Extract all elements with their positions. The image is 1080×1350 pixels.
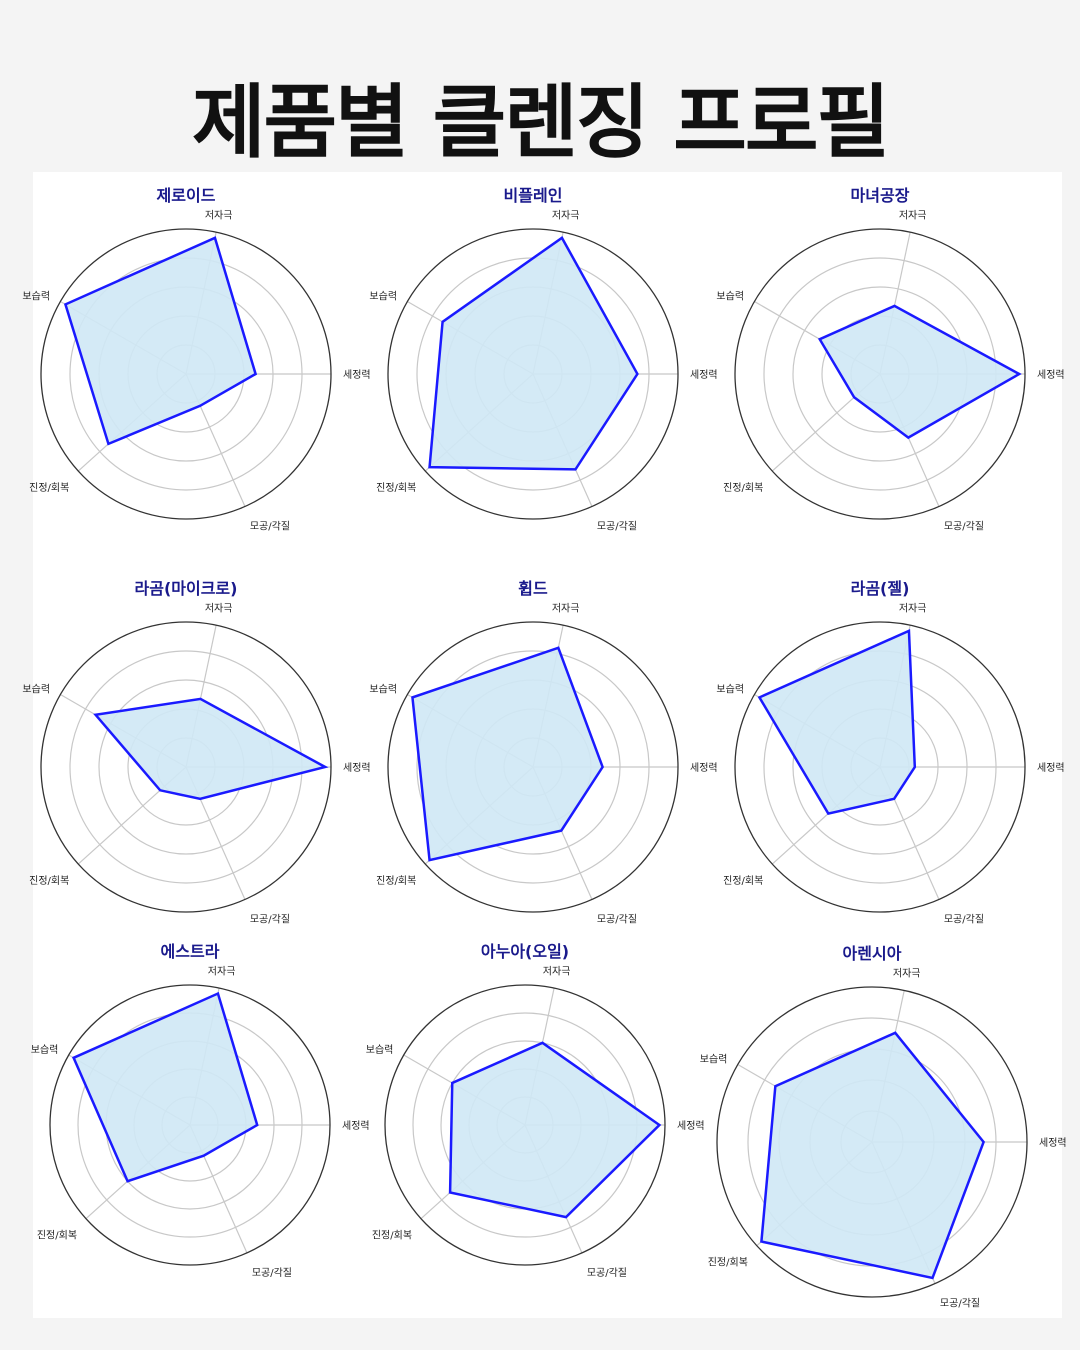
chart-title: 에스트라 (161, 942, 220, 961)
chart-title: 아렌시아 (843, 944, 902, 963)
series-polygon (63, 236, 258, 446)
outer-circle (734, 228, 1026, 520)
axis-label: 보습력 (31, 1044, 59, 1056)
axis-label: 진정/회복 (37, 1230, 77, 1242)
axis-label: 진정/회복 (708, 1257, 748, 1269)
axis-label: 모공/각질 (944, 913, 984, 925)
page-title: 제품별 클렌징 프로필 (191, 76, 890, 169)
series-polygon (428, 236, 639, 471)
axis-label: 세정력 (342, 1120, 370, 1132)
outer-circle (384, 984, 666, 1266)
outer-circle (40, 228, 332, 520)
axis-label: 모공/각질 (940, 1298, 980, 1310)
series-polygon (411, 646, 604, 862)
series-polygon (71, 991, 259, 1183)
axis-label: 보습력 (22, 684, 50, 696)
axis-label: 세정력 (1037, 762, 1065, 774)
axis-label: 진정/회복 (723, 875, 763, 887)
axis-label: 저자극 (205, 602, 233, 614)
axis-label: 보습력 (700, 1054, 728, 1066)
axis-label: 진정/회복 (372, 1230, 412, 1242)
axis-label: 세정력 (1039, 1137, 1067, 1149)
axis-label: 저자극 (552, 602, 580, 614)
axis-label: 세정력 (343, 369, 371, 381)
series-polygon (760, 1031, 986, 1280)
axis-label: 보습력 (369, 291, 397, 303)
outer-circle (734, 621, 1026, 913)
axis-label: 세정력 (690, 369, 718, 381)
axis-label: 모공/각질 (250, 520, 290, 532)
chart-title: 제로이드 (157, 186, 216, 205)
axis-label: 진정/회복 (376, 482, 416, 494)
axis-label: 모공/각질 (597, 913, 637, 925)
chart-title: 라곰(마이크로) (135, 579, 238, 598)
axis-label: 진정/회복 (723, 482, 763, 494)
axis-label: 진정/회복 (376, 875, 416, 887)
chart-title: 라곰(젤) (851, 579, 910, 598)
axis-label: 모공/각질 (944, 520, 984, 532)
chart-title: 비플레인 (504, 186, 563, 205)
axis-label: 세정력 (1037, 369, 1065, 381)
axis-label: 저자극 (899, 209, 927, 221)
axis-label: 보습력 (22, 291, 50, 303)
series-polygon (93, 697, 329, 801)
series-polygon (448, 1041, 662, 1219)
axis-label: 세정력 (677, 1120, 705, 1132)
outer-circle (387, 621, 679, 913)
axis-label: 저자극 (893, 968, 921, 980)
series-polygon (817, 304, 1022, 440)
chart-title: 마녀공장 (851, 186, 910, 205)
axis-label: 보습력 (366, 1044, 394, 1056)
axis-label: 저자극 (543, 965, 571, 977)
outer-circle (716, 986, 1028, 1298)
axis-label: 모공/각질 (597, 520, 637, 532)
axis-label: 저자극 (205, 209, 233, 221)
axis-label: 세정력 (343, 762, 371, 774)
axis-label: 모공/각질 (252, 1267, 292, 1279)
axis-label: 모공/각질 (250, 913, 290, 925)
axis-label: 진정/회복 (29, 482, 69, 494)
outer-circle (387, 228, 679, 520)
axis-label: 저자극 (208, 965, 236, 977)
axis-label: 저자극 (899, 602, 927, 614)
series-polygon (757, 628, 917, 815)
axis-label: 저자극 (552, 209, 580, 221)
axis-label: 보습력 (716, 291, 744, 303)
axis-label: 보습력 (369, 684, 397, 696)
axis-label: 세정력 (690, 762, 718, 774)
axis-label: 모공/각질 (587, 1267, 627, 1279)
chart-title: 휩드 (518, 579, 548, 598)
outer-circle (40, 621, 332, 913)
outer-circle (49, 984, 331, 1266)
axis-label: 진정/회복 (29, 875, 69, 887)
axis-label: 보습력 (716, 684, 744, 696)
chart-title: 아누아(오일) (481, 942, 569, 961)
